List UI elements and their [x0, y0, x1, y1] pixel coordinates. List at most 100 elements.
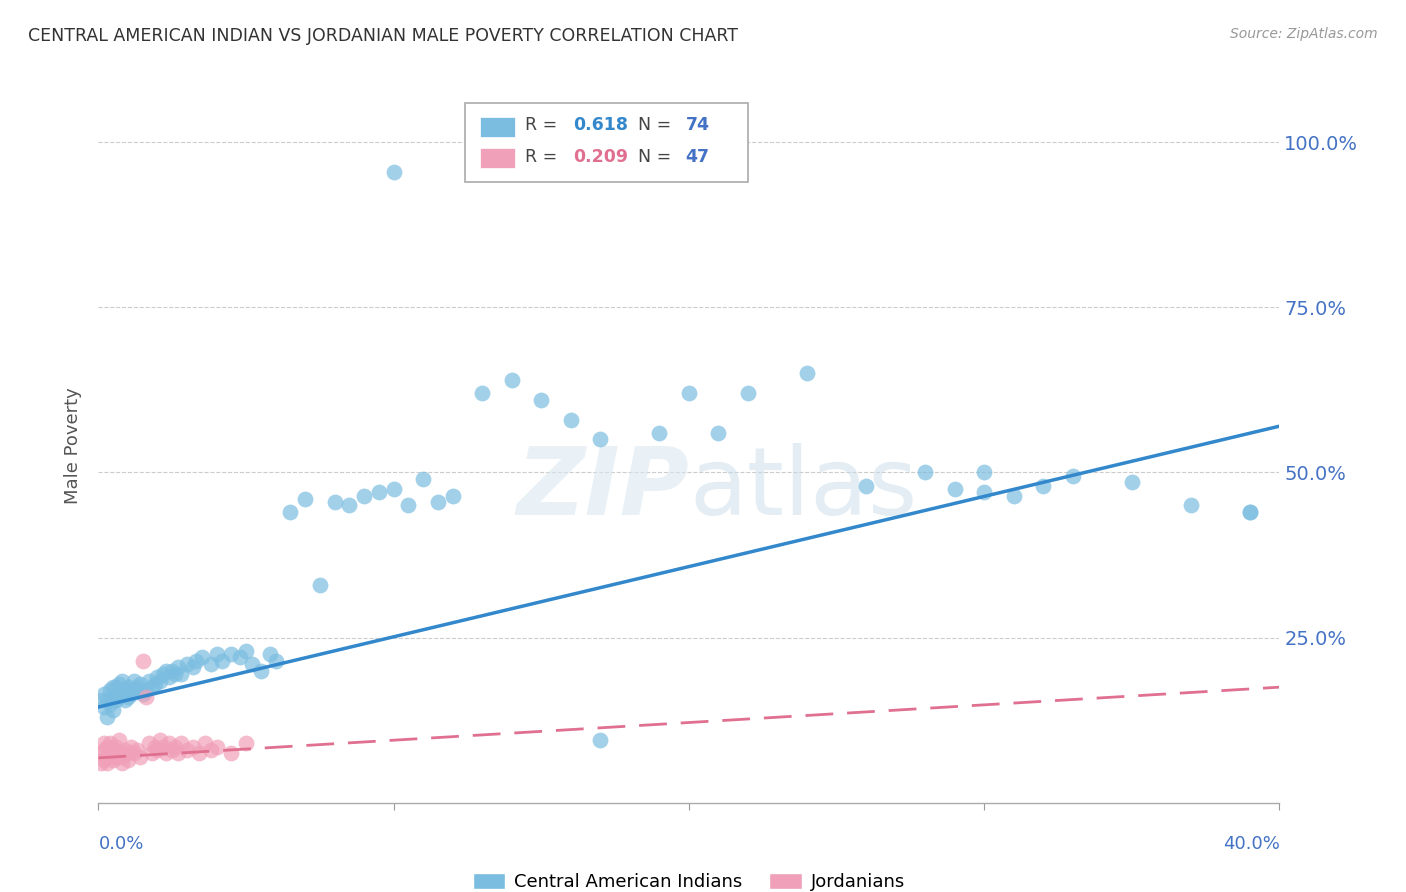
Point	[143, 739, 166, 754]
Point	[191, 650, 214, 665]
Point	[501, 373, 523, 387]
Point	[108, 733, 131, 747]
Point	[108, 677, 131, 691]
Point	[219, 746, 242, 760]
Point	[152, 739, 174, 754]
Point	[117, 746, 139, 760]
Point	[120, 739, 142, 754]
Point	[125, 743, 148, 757]
Point	[165, 667, 187, 681]
Point	[90, 693, 112, 707]
Text: 0.618: 0.618	[574, 116, 628, 134]
Point	[108, 746, 131, 760]
Point	[396, 499, 419, 513]
Point	[648, 425, 671, 440]
Point	[943, 482, 966, 496]
Point	[114, 683, 136, 698]
Point	[229, 650, 252, 665]
Point	[678, 386, 700, 401]
Legend: Central American Indians, Jordanians: Central American Indians, Jordanians	[465, 865, 912, 892]
Point	[128, 677, 150, 691]
Point	[176, 743, 198, 757]
Point	[98, 746, 121, 760]
Point	[143, 677, 166, 691]
Point	[108, 690, 131, 704]
Point	[1032, 478, 1054, 492]
Point	[114, 693, 136, 707]
Point	[98, 683, 121, 698]
Point	[111, 749, 134, 764]
Point	[98, 697, 121, 711]
Point	[98, 736, 121, 750]
Point	[135, 683, 157, 698]
Point	[93, 736, 115, 750]
Text: CENTRAL AMERICAN INDIAN VS JORDANIAN MALE POVERTY CORRELATION CHART: CENTRAL AMERICAN INDIAN VS JORDANIAN MAL…	[28, 27, 738, 45]
Point	[157, 670, 180, 684]
Text: N =: N =	[638, 148, 676, 166]
Point	[117, 690, 139, 704]
Point	[184, 654, 207, 668]
Point	[165, 739, 187, 754]
Point	[973, 485, 995, 500]
Point	[96, 739, 118, 754]
Point	[141, 680, 163, 694]
Point	[167, 660, 190, 674]
Point	[1002, 489, 1025, 503]
Point	[120, 687, 142, 701]
Point	[122, 746, 145, 760]
Point	[187, 746, 209, 760]
Point	[427, 495, 450, 509]
Point	[93, 743, 115, 757]
Point	[589, 733, 612, 747]
Point	[200, 743, 222, 757]
Point	[125, 680, 148, 694]
Point	[96, 710, 118, 724]
Point	[205, 647, 228, 661]
Point	[973, 466, 995, 480]
Point	[737, 386, 759, 401]
Point	[96, 756, 118, 771]
Point	[149, 733, 172, 747]
Point	[240, 657, 263, 671]
Point	[96, 749, 118, 764]
Point	[194, 736, 217, 750]
Point	[146, 670, 169, 684]
Point	[138, 736, 160, 750]
Point	[560, 412, 582, 426]
Point	[170, 667, 193, 681]
Point	[382, 165, 405, 179]
Point	[855, 478, 877, 492]
Text: R =: R =	[524, 116, 562, 134]
Point	[132, 687, 155, 701]
Point	[353, 489, 375, 503]
Point	[471, 386, 494, 401]
Point	[235, 644, 257, 658]
Point	[181, 739, 204, 754]
Text: N =: N =	[638, 116, 676, 134]
Point	[93, 753, 115, 767]
Point	[146, 743, 169, 757]
Point	[1239, 505, 1261, 519]
Point	[105, 739, 128, 754]
Point	[103, 743, 125, 757]
Point	[200, 657, 222, 671]
Point	[138, 673, 160, 688]
Point	[235, 736, 257, 750]
Point	[1239, 505, 1261, 519]
Point	[205, 739, 228, 754]
Point	[167, 746, 190, 760]
Point	[111, 756, 134, 771]
Text: 40.0%: 40.0%	[1223, 835, 1279, 853]
Point	[382, 482, 405, 496]
Point	[441, 489, 464, 503]
Point	[90, 746, 112, 760]
Point	[412, 472, 434, 486]
Point	[122, 683, 145, 698]
Point	[323, 495, 346, 509]
Point	[219, 647, 242, 661]
Point	[707, 425, 730, 440]
Point	[181, 660, 204, 674]
Point	[122, 673, 145, 688]
Point	[264, 654, 287, 668]
Text: R =: R =	[524, 148, 562, 166]
